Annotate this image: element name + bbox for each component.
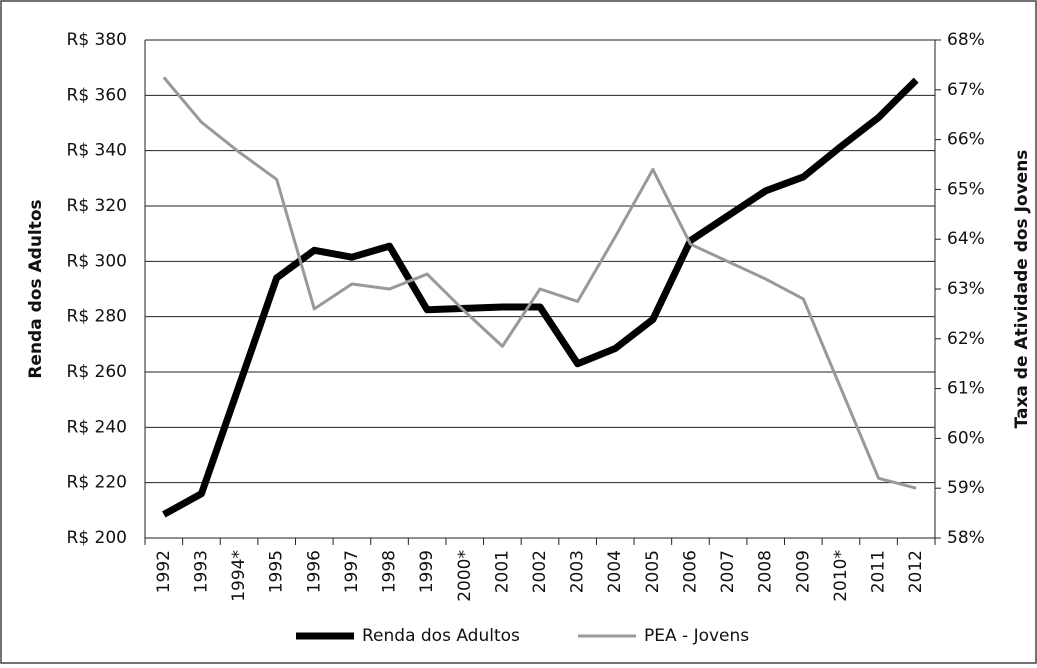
- x-tick-label: 2000*: [455, 550, 475, 602]
- series-line: [162, 76, 917, 490]
- y2-tick-label: 60%: [947, 428, 985, 448]
- x-tick-label: 1997: [342, 550, 362, 593]
- x-tick-label: 2003: [568, 550, 588, 593]
- y2-tick-label: 61%: [947, 379, 985, 399]
- x-tick-label: 2012: [906, 550, 926, 593]
- x-tick-label: 2007: [718, 550, 738, 593]
- y-axis-label: Renda dos Adultos: [26, 199, 46, 378]
- y2-axis-label: Taxa de Atividade dos Jovens: [1012, 150, 1032, 429]
- y-tick-label: R$ 320: [67, 196, 127, 216]
- x-tick-label: 1992: [154, 550, 174, 593]
- x-tick-label: 1993: [191, 550, 211, 593]
- y2-tick-label: 68%: [947, 30, 985, 50]
- x-tick-label: 1995: [267, 550, 287, 593]
- legend-label: Renda dos Adultos: [362, 626, 520, 646]
- x-tick-label: 2002: [530, 550, 550, 593]
- x-tick-label: 2001: [492, 550, 512, 593]
- x-tick-label: 1998: [380, 550, 400, 593]
- x-tick-label: 2011: [869, 550, 889, 593]
- x-tick-label: 1999: [417, 550, 437, 593]
- y2-tick-label: 58%: [947, 528, 985, 548]
- y-tick-label: R$ 380: [67, 30, 127, 50]
- legend-label: PEA - Jovens: [644, 626, 749, 646]
- x-tick-label: 2006: [680, 550, 700, 593]
- y-tick-label: R$ 260: [67, 362, 127, 382]
- y2-tick-label: 63%: [947, 279, 985, 299]
- x-tick-label: 2009: [793, 550, 813, 593]
- y-tick-label: R$ 240: [67, 417, 127, 437]
- y2-tick-label: 59%: [947, 478, 985, 498]
- x-tick-label: 1996: [304, 550, 324, 593]
- x-tick-label: 1994*: [229, 550, 249, 602]
- y-tick-label: R$ 200: [67, 528, 127, 548]
- x-tick-label: 2004: [605, 550, 625, 593]
- y-tick-label: R$ 340: [67, 141, 127, 161]
- y2-tick-label: 62%: [947, 329, 985, 349]
- y2-tick-label: 66%: [947, 130, 985, 150]
- y-tick-label: R$ 280: [67, 307, 127, 327]
- x-tick-label: 2005: [643, 550, 663, 593]
- y2-tick-label: 67%: [947, 80, 985, 100]
- y2-tick-label: 64%: [947, 229, 985, 249]
- y-tick-label: R$ 220: [67, 473, 127, 493]
- x-tick-label: 2010*: [831, 550, 851, 602]
- x-tick-label: 2008: [756, 550, 776, 593]
- y2-tick-label: 65%: [947, 179, 985, 199]
- y-tick-label: R$ 360: [67, 85, 127, 105]
- series-line: [162, 77, 919, 518]
- y-tick-label: R$ 300: [67, 251, 127, 271]
